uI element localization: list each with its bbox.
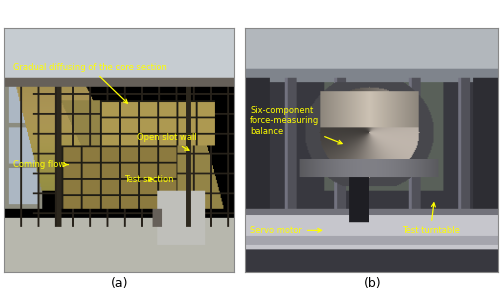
Text: (a): (a): [111, 277, 129, 290]
Text: (b): (b): [364, 277, 382, 290]
Text: Servo motor: Servo motor: [250, 226, 322, 235]
Text: Test turntable: Test turntable: [402, 203, 460, 235]
Text: Open slot wall: Open slot wall: [138, 133, 197, 150]
Text: Test section: Test section: [124, 175, 173, 184]
Text: Coming flow: Coming flow: [13, 160, 68, 169]
Text: Gradual diffusing of the core section: Gradual diffusing of the core section: [13, 63, 167, 103]
Text: Six-component
force-measuring
balance: Six-component force-measuring balance: [250, 106, 342, 144]
